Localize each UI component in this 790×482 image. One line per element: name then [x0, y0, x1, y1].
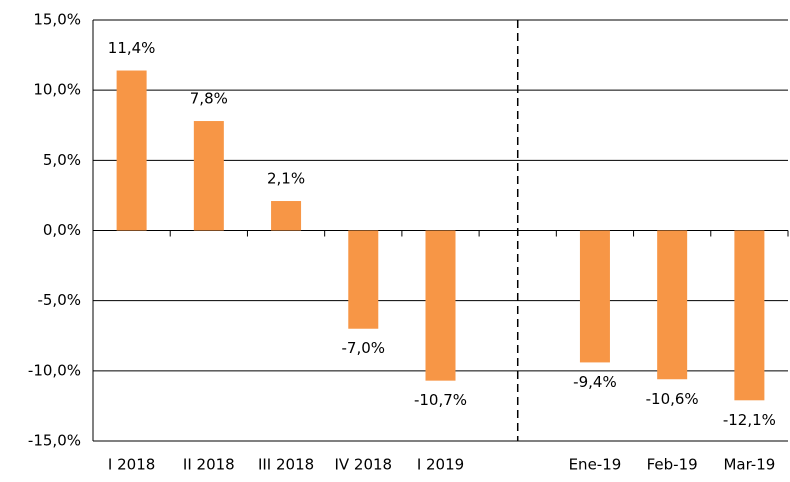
x-tick-label: Feb-19 [647, 456, 698, 474]
x-tick-label: I 2018 [108, 456, 155, 474]
y-tick-label: -15,0% [28, 432, 81, 450]
bar [579, 230, 610, 363]
bar [348, 230, 379, 329]
value-label: -10,7% [414, 391, 467, 409]
y-tick-label: -5,0% [37, 291, 81, 309]
value-label: 2,1% [267, 170, 305, 188]
bar [657, 230, 688, 380]
x-tick-label: IV 2018 [334, 456, 392, 474]
y-tick-label: 0,0% [43, 221, 81, 239]
value-label: -7,0% [342, 339, 386, 357]
x-tick-label: I 2019 [417, 456, 464, 474]
value-label: -10,6% [646, 390, 699, 408]
bar [271, 201, 302, 231]
bar [193, 121, 224, 231]
y-tick-label: -10,0% [28, 361, 81, 379]
x-tick-label: Ene-19 [569, 456, 622, 474]
y-tick-label: 15,0% [33, 11, 81, 29]
x-tick-label: III 2018 [258, 456, 314, 474]
bar [734, 230, 765, 401]
x-tick-label: Mar-19 [723, 456, 775, 474]
y-tick-label: 10,0% [33, 81, 81, 99]
bar [116, 70, 147, 231]
value-label: 11,4% [108, 39, 156, 57]
value-label: 7,8% [190, 90, 228, 108]
value-label: -9,4% [573, 373, 617, 391]
bar [425, 230, 456, 381]
x-tick-label: II 2018 [183, 456, 235, 474]
y-tick-label: 5,0% [43, 151, 81, 169]
value-label: -12,1% [723, 411, 776, 429]
